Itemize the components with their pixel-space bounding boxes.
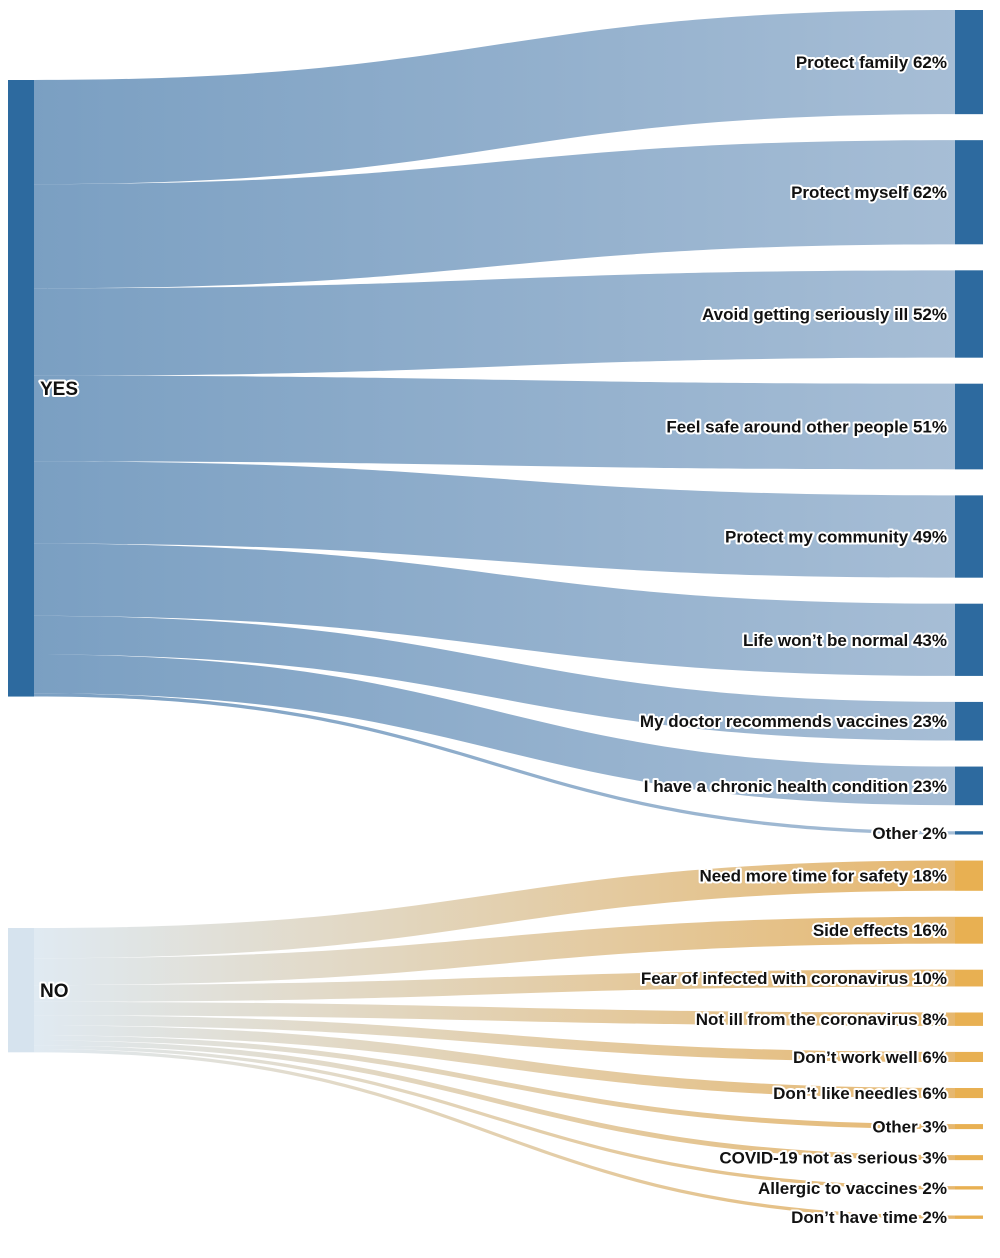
flow-no-don-t-have-time bbox=[34, 1048, 955, 1219]
node-no-fear-of-infected-with-coronavirus bbox=[955, 969, 983, 987]
node-no-side-effects bbox=[955, 916, 983, 944]
node-yes-avoid-getting-seriously-ill bbox=[955, 270, 983, 358]
label-no-not-ill-from-the-coronavirus: Not ill from the coronavirus 8% bbox=[696, 1010, 947, 1029]
label-no-need-more-time-for-safety: Need more time for safety 18% bbox=[699, 867, 947, 886]
flow-yes-my-doctor-recommends-vaccines bbox=[34, 615, 955, 741]
node-yes-i-have-a-chronic-health-condition bbox=[955, 766, 983, 806]
flow-yes-protect-my-community bbox=[34, 461, 955, 578]
flow-no-side-effects bbox=[34, 916, 955, 986]
label-no-don-t-work-well: Don’t work well 6% bbox=[793, 1048, 947, 1067]
node-yes-other bbox=[955, 831, 983, 835]
label-no-don-t-have-time: Don’t have time 2% bbox=[791, 1208, 947, 1227]
flow-yes-life-won-t-be-normal bbox=[34, 543, 955, 676]
source-label-no: NO bbox=[40, 981, 69, 1002]
node-no-need-more-time-for-safety bbox=[955, 860, 983, 891]
node-no-covid-19-not-as-serious bbox=[955, 1155, 983, 1161]
flow-no-covid-19-not-as-serious bbox=[34, 1040, 955, 1161]
node-no-don-t-like-needles bbox=[955, 1088, 983, 1099]
label-yes-protect-myself: Protect myself 62% bbox=[791, 183, 947, 202]
source-node-no bbox=[8, 928, 34, 1053]
label-no-fear-of-infected-with-coronavirus: Fear of infected with coronavirus 10% bbox=[641, 969, 947, 988]
flow-no-need-more-time-for-safety bbox=[34, 860, 955, 959]
label-no-covid-19-not-as-serious: COVID-19 not as serious 3% bbox=[719, 1149, 947, 1168]
node-no-allergic-to-vaccines bbox=[955, 1186, 983, 1190]
node-yes-protect-family bbox=[955, 10, 983, 115]
label-no-don-t-like-needles: Don’t like needles 6% bbox=[773, 1084, 947, 1103]
label-yes-life-won-t-be-normal: Life won’t be normal 43% bbox=[743, 631, 947, 650]
flow-yes-protect-myself bbox=[34, 140, 955, 289]
flow-no-not-ill-from-the-coronavirus bbox=[34, 1001, 955, 1026]
flow-no-don-t-work-well bbox=[34, 1015, 955, 1062]
label-yes-my-doctor-recommends-vaccines: My doctor recommends vaccines 23% bbox=[640, 712, 947, 731]
flows-layer bbox=[34, 10, 955, 1219]
flow-no-don-t-like-needles bbox=[34, 1025, 955, 1099]
node-yes-protect-myself bbox=[955, 140, 983, 245]
flow-yes-other bbox=[34, 693, 955, 835]
labels-layer: Protect family 62% Protect myself 62% Avoi… bbox=[38, 51, 949, 1229]
source-node-yes bbox=[8, 80, 34, 697]
label-no-allergic-to-vaccines: Allergic to vaccines 2% bbox=[758, 1179, 947, 1198]
node-no-don-t-have-time bbox=[955, 1215, 983, 1219]
flow-no-fear-of-infected-with-coronavirus bbox=[34, 969, 955, 1002]
label-no-other: Other 3% bbox=[872, 1118, 947, 1137]
label-yes-feel-safe-around-other-people: Feel safe around other people 51% bbox=[666, 417, 947, 436]
label-yes-other: Other 2% bbox=[872, 824, 947, 843]
node-yes-life-won-t-be-normal bbox=[955, 603, 983, 676]
node-no-other bbox=[955, 1124, 983, 1130]
label-no-side-effects: Side effects 16% bbox=[813, 921, 947, 940]
flow-no-other bbox=[34, 1035, 955, 1130]
node-no-not-ill-from-the-coronavirus bbox=[955, 1012, 983, 1026]
flow-yes-i-have-a-chronic-health-condition bbox=[34, 654, 955, 806]
label-yes-avoid-getting-seriously-ill: Avoid getting seriously ill 52% bbox=[702, 305, 947, 324]
node-yes-my-doctor-recommends-vaccines bbox=[955, 701, 983, 741]
node-yes-protect-my-community bbox=[955, 495, 983, 578]
flow-yes-feel-safe-around-other-people bbox=[34, 375, 955, 470]
label-yes-protect-family: Protect family 62% bbox=[796, 53, 947, 72]
flow-yes-protect-family bbox=[34, 10, 955, 185]
label-yes-i-have-a-chronic-health-condition: I have a chronic health condition 23% bbox=[644, 777, 947, 796]
source-label-yes: YES bbox=[40, 379, 78, 400]
flow-no-allergic-to-vaccines bbox=[34, 1045, 955, 1190]
flow-yes-avoid-getting-seriously-ill bbox=[34, 270, 955, 376]
node-yes-feel-safe-around-other-people bbox=[955, 383, 983, 470]
node-no-don-t-work-well bbox=[955, 1051, 983, 1062]
nodes-layer bbox=[8, 10, 983, 1219]
label-yes-protect-my-community: Protect my community 49% bbox=[725, 527, 947, 546]
